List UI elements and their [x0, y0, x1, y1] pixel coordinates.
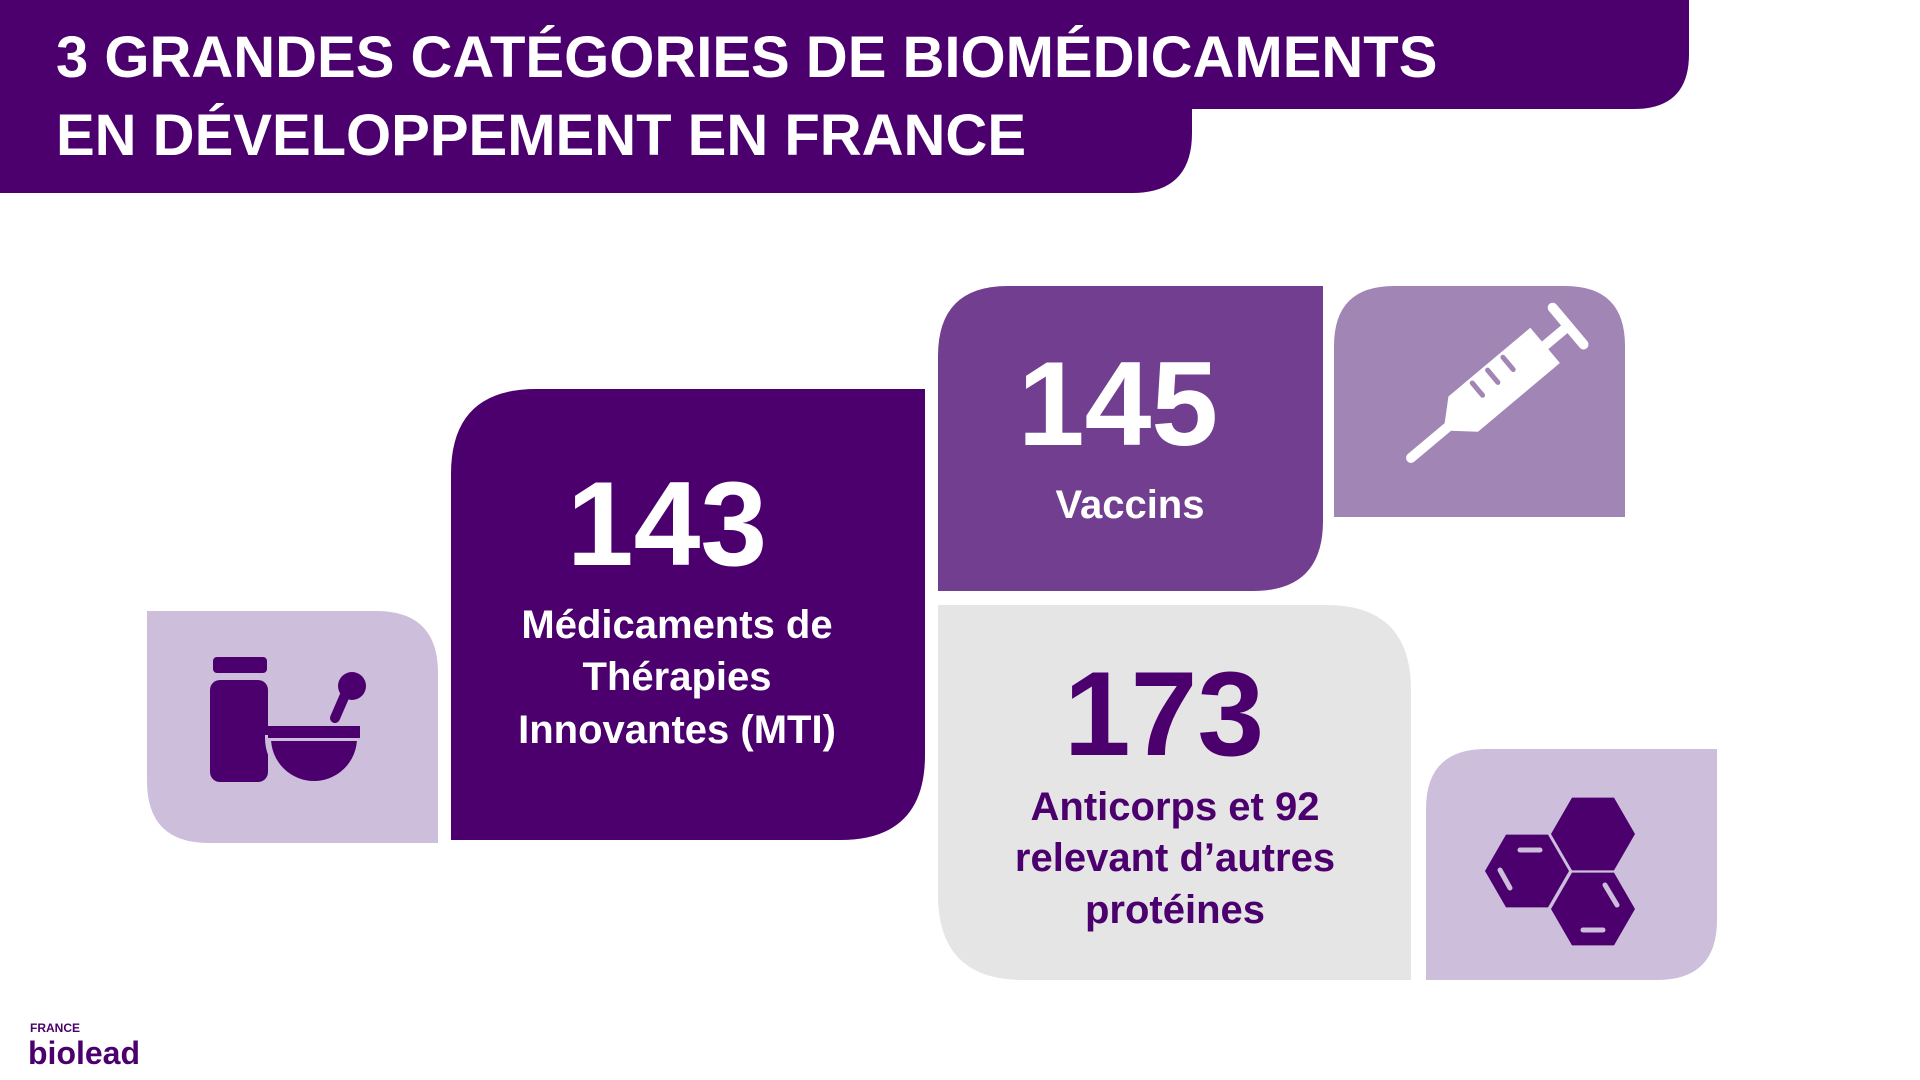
card-label: Thérapies	[583, 655, 772, 699]
icon-part	[1469, 380, 1486, 398]
icon-part	[1547, 302, 1589, 350]
card	[938, 605, 1411, 980]
icon	[268, 726, 360, 738]
icon	[213, 657, 267, 673]
logo-top: FRANCE	[30, 1021, 80, 1035]
icon	[1485, 834, 1569, 908]
card-value: 145	[1018, 337, 1218, 471]
icon-part	[1500, 354, 1516, 373]
icon	[338, 672, 366, 700]
icon	[1497, 867, 1513, 891]
icon-part	[1485, 367, 1501, 385]
icon-part	[1406, 420, 1455, 463]
card-label: Anticorps et 92	[1031, 785, 1320, 829]
icon	[264, 735, 364, 787]
title-line: 3 GRANDES CATÉGORIES DE BIOMÉDICAMENTS	[56, 25, 1437, 90]
card-value: 173	[1064, 647, 1264, 781]
title-banner	[0, 0, 1689, 109]
card	[451, 389, 925, 840]
card-label: Innovantes (MTI)	[518, 708, 836, 752]
card-label: Médicaments de	[521, 603, 832, 647]
icon-part	[1536, 321, 1574, 354]
shapes	[0, 0, 1717, 980]
card	[938, 286, 1323, 591]
card-label: Vaccins	[1055, 483, 1204, 527]
card-label: relevant d’autres	[1015, 836, 1335, 880]
icon	[1602, 882, 1620, 908]
card-value: 143	[567, 457, 767, 591]
logo-name: biolead	[28, 1035, 140, 1071]
icon	[1551, 872, 1635, 946]
icon	[1551, 797, 1635, 871]
icon	[210, 680, 268, 782]
icon	[1406, 302, 1589, 463]
card-label: protéines	[1085, 888, 1265, 932]
title-line: EN DÉVELOPPEMENT EN FRANCE	[56, 103, 1026, 168]
